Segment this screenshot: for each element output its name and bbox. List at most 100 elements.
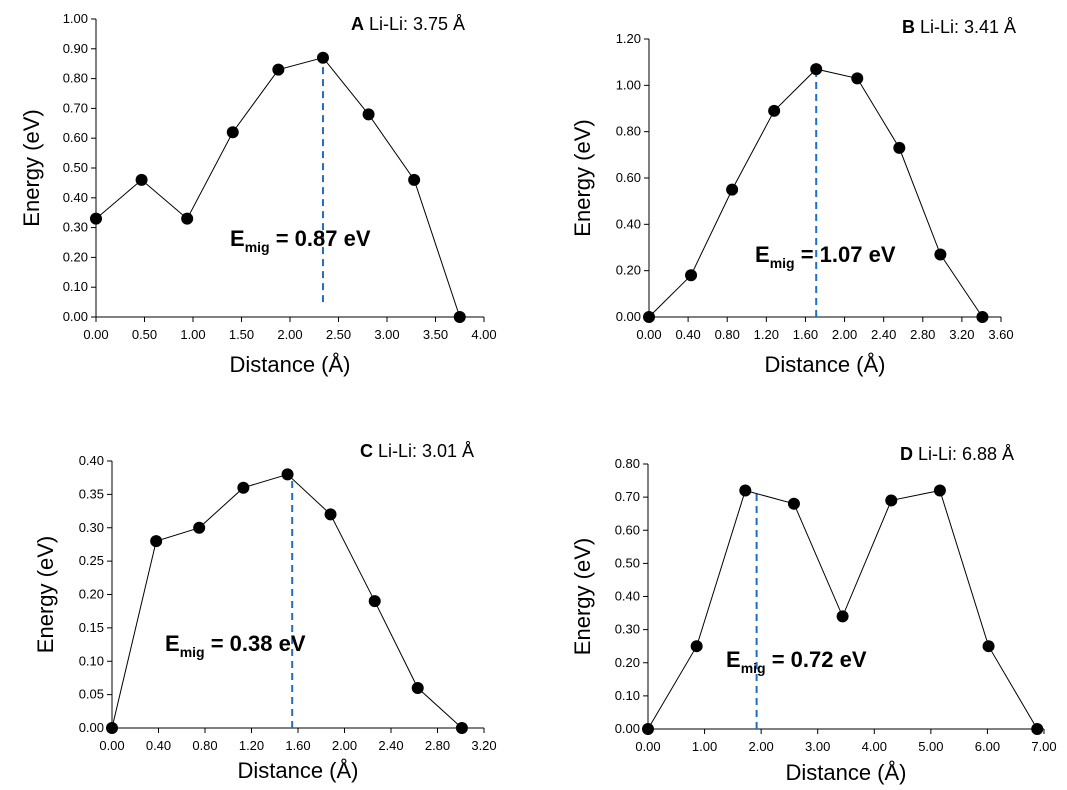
x-tick-label: 3.50 (423, 327, 448, 342)
y-tick-label: 0.20 (615, 655, 640, 670)
panel-letter: C (360, 441, 373, 461)
data-point (893, 141, 906, 154)
data-point (934, 248, 947, 261)
x-tick-label: 0.80 (715, 327, 740, 342)
data-point (237, 481, 250, 494)
emig-value: = 0.38 eV (205, 631, 306, 656)
x-tick-label: 1.00 (692, 739, 717, 754)
emig-symbol: E (755, 242, 770, 267)
y-axis-title: Energy (eV) (33, 536, 58, 653)
y-tick-label: 1.00 (616, 77, 641, 92)
y-tick-label: 0.00 (616, 309, 641, 324)
y-tick-label: 0.40 (616, 216, 641, 231)
x-tick-label: 0.40 (675, 327, 700, 342)
panel-title-text: Li-Li: 3.01 Å (373, 441, 474, 461)
x-tick-label: 4.00 (862, 739, 887, 754)
panel-title: C Li-Li: 3.01 Å (360, 441, 474, 461)
x-tick-label: 2.00 (832, 327, 857, 342)
data-point (455, 722, 468, 734)
x-tick-label: 1.20 (754, 327, 779, 342)
data-point (411, 681, 424, 694)
energy-series-line (111, 473, 463, 729)
y-tick-label: 0.20 (63, 249, 88, 264)
energy-series-line (95, 57, 461, 318)
x-tick-label: 7.00 (1031, 739, 1056, 754)
x-tick-label: 2.50 (326, 327, 351, 342)
x-tick-label: 3.60 (988, 327, 1013, 342)
y-tick-label: 1.00 (63, 11, 88, 26)
y-axis-title: Energy (eV) (570, 119, 595, 236)
data-point (885, 494, 898, 507)
y-tick-label: 0.40 (79, 453, 104, 468)
data-point (272, 63, 285, 76)
y-tick-label: 1.20 (616, 31, 641, 46)
emig-subscript: mig (770, 255, 795, 271)
x-tick-label: 5.00 (918, 739, 943, 754)
emig-value: = 1.07 eV (795, 242, 896, 267)
emig-annotation: Emig = 1.07 eV (755, 242, 896, 271)
data-point (324, 508, 337, 521)
x-tick-label: 1.00 (180, 327, 205, 342)
y-tick-label: 0.60 (63, 130, 88, 145)
y-tick-label: 0.70 (615, 489, 640, 504)
emig-symbol: E (230, 226, 245, 251)
data-point (316, 51, 329, 64)
panel-letter: B (902, 17, 915, 37)
x-tick-label: 1.50 (229, 327, 254, 342)
y-tick-label: 0.05 (79, 687, 104, 702)
panel-letter: D (900, 444, 913, 464)
panel-d-chart: 0.00 0.10 0.20 0.30 0.40 0.50 0.60 0.70 0.80 0.00… (570, 444, 1057, 785)
x-tick-label: 2.00 (332, 738, 357, 753)
y-tick-label: 0.50 (63, 160, 88, 175)
data-point (362, 108, 375, 121)
y-tick-label: 0.00 (615, 721, 640, 736)
x-tick-label: 0.00 (99, 738, 124, 753)
y-tick-label: 0.25 (79, 553, 104, 568)
x-tick-label: 2.80 (910, 327, 935, 342)
x-tick-label: 2.80 (425, 738, 450, 753)
y-tick-label: 0.80 (616, 124, 641, 139)
data-point (851, 72, 864, 85)
data-point (453, 311, 466, 323)
y-axis-title: Energy (eV) (19, 109, 44, 226)
x-tick-label: 3.20 (949, 327, 974, 342)
data-point (685, 269, 698, 282)
y-tick-label: 0.70 (63, 100, 88, 115)
data-point (150, 535, 163, 548)
y-tick-label: 0.80 (615, 456, 640, 471)
data-point (226, 126, 239, 139)
panel-a-chart: 0.00 0.10 0.20 0.30 0.40 0.50 0.60 0.70 0.80 0.90… (19, 11, 497, 377)
data-point (836, 610, 849, 623)
panel-title: A Li-Li: 3.75 Å (351, 14, 465, 34)
emig-subscript: mig (180, 644, 205, 660)
emig-subscript: mig (741, 660, 766, 676)
y-tick-label: 0.00 (79, 720, 104, 735)
data-point (690, 640, 703, 653)
y-tick-label: 0.60 (616, 170, 641, 185)
x-tick-label: 0.00 (636, 327, 661, 342)
y-tick-label: 0.15 (79, 620, 104, 635)
x-tick-label: 0.40 (146, 738, 171, 753)
panel-title-text: Li-Li: 6.88 Å (913, 444, 1014, 464)
data-point (642, 723, 654, 735)
y-tick-label: 0.90 (63, 41, 88, 56)
emig-symbol: E (726, 647, 741, 672)
x-axis-title: Distance (Å) (229, 352, 350, 377)
data-point (1031, 723, 1044, 735)
x-axis-title: Distance (Å) (764, 352, 885, 377)
data-point (643, 311, 655, 323)
x-tick-label: 2.40 (378, 738, 403, 753)
data-point (726, 183, 739, 196)
y-tick-label: 0.40 (615, 589, 640, 604)
emig-value: = 0.72 eV (766, 647, 867, 672)
x-tick-label: 1.20 (239, 738, 264, 753)
y-axis-title: Energy (eV) (570, 538, 595, 655)
y-tick-label: 0.20 (616, 263, 641, 278)
data-point (408, 173, 421, 186)
data-point (739, 484, 752, 497)
x-tick-label: 4.00 (471, 327, 496, 342)
data-point (933, 484, 946, 497)
data-point (193, 521, 206, 534)
panel-title: B Li-Li: 3.41 Å (902, 17, 1016, 37)
panel-b-chart: 0.00 0.20 0.40 0.60 0.80 1.00 1.20 0.00 0.40 0.80… (570, 17, 1016, 377)
